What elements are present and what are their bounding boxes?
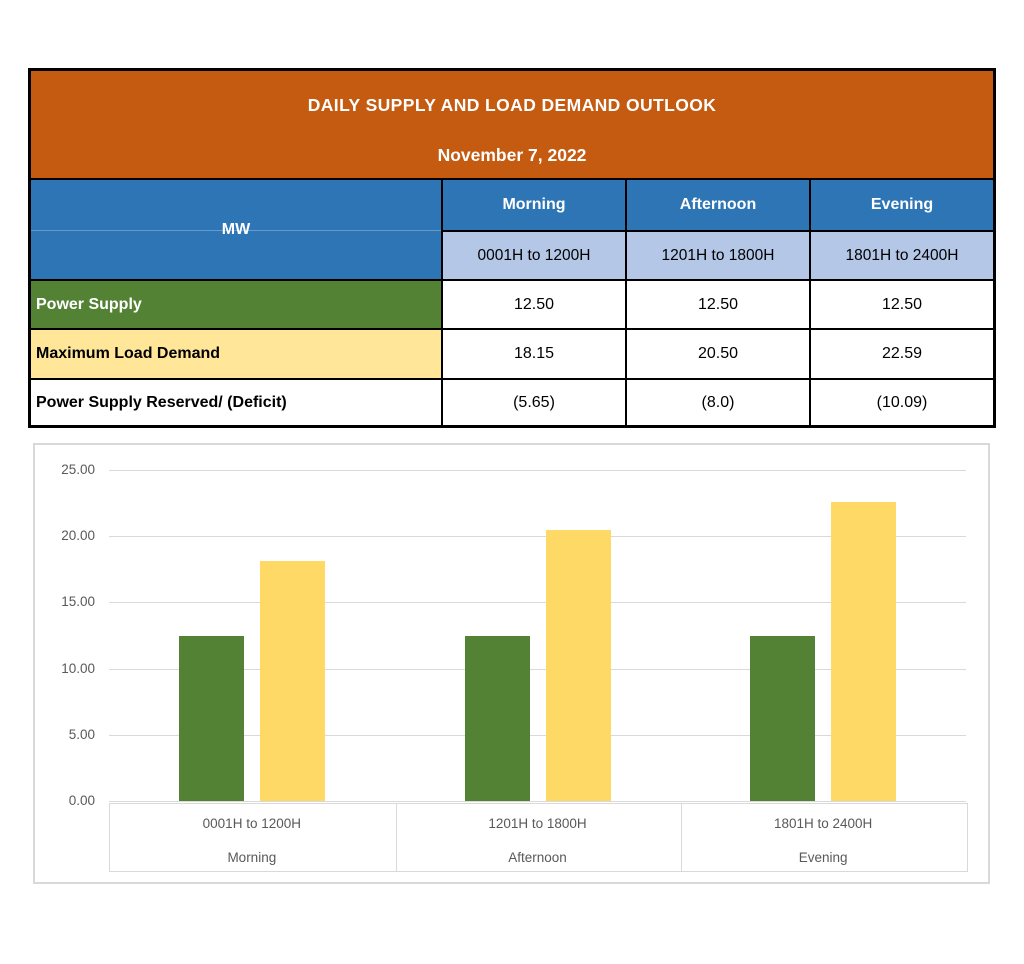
x-axis-label-box <box>109 803 968 872</box>
y-gridline <box>109 668 966 670</box>
value-cell-power-supply-afternoon: 12.50 <box>627 281 809 328</box>
y-tick-label: 5.00 <box>68 726 95 742</box>
x-category-period: Evening <box>798 850 848 865</box>
y-gridline <box>109 602 966 604</box>
row-label-power-supply: Power Supply <box>31 281 441 328</box>
bar-power-supply <box>750 635 816 801</box>
bar-power-supply <box>464 635 530 801</box>
table-header-block: DAILY SUPPLY AND LOAD DEMAND OUTLOOK Nov… <box>31 71 993 180</box>
y-tick-label: 15.00 <box>61 594 95 610</box>
y-gridline <box>109 536 966 538</box>
table-grid: MW Morning Afternoon Evening 0001H to 12… <box>31 180 993 425</box>
y-gridline <box>109 801 966 802</box>
column-subheader-evening-hours: 1801H to 2400H <box>811 232 993 279</box>
column-header-morning: Morning <box>443 180 625 230</box>
value-cell-power-supply-morning: 12.50 <box>443 281 625 328</box>
bar-maximum-load-demand <box>260 560 325 801</box>
x-category-period: Morning <box>227 850 277 865</box>
y-tick-label: 25.00 <box>61 462 95 477</box>
x-category-divider <box>681 804 683 871</box>
value-cell-reserve-evening: (10.09) <box>811 380 993 425</box>
y-tick-label: 10.00 <box>61 660 95 676</box>
bar-maximum-load-demand <box>831 501 897 801</box>
y-tick-label: 20.00 <box>61 528 95 544</box>
bar-maximum-load-demand <box>545 529 611 801</box>
column-header-afternoon: Afternoon <box>627 180 809 230</box>
x-category-hours: 1201H to 1800H <box>488 816 587 831</box>
supply-demand-table: DAILY SUPPLY AND LOAD DEMAND OUTLOOK Nov… <box>28 68 996 428</box>
y-gridline <box>109 734 966 736</box>
row-label-max-load-demand: Maximum Load Demand <box>31 330 441 378</box>
y-tick-label: 0.00 <box>68 793 95 808</box>
report-date: November 7, 2022 <box>437 145 587 165</box>
value-cell-max-load-morning: 18.15 <box>443 330 625 378</box>
value-cell-reserve-morning: (5.65) <box>443 380 625 425</box>
column-subheader-afternoon-hours: 1201H to 1800H <box>627 232 809 279</box>
unit-header-cell: MW <box>31 180 441 279</box>
value-cell-power-supply-evening: 12.50 <box>811 281 993 328</box>
column-subheader-morning-hours: 0001H to 1200H <box>443 232 625 279</box>
value-cell-max-load-evening: 22.59 <box>811 330 993 378</box>
report-title: DAILY SUPPLY AND LOAD DEMAND OUTLOOK <box>307 95 717 115</box>
bar-chart: 25.00 20.00 15.00 10.00 5.00 0.00 0001H to 120… <box>33 443 990 884</box>
column-header-evening: Evening <box>811 180 993 230</box>
x-category-hours: 1801H to 2400H <box>773 816 873 831</box>
value-cell-reserve-afternoon: (8.0) <box>627 380 809 425</box>
x-category-period: Afternoon <box>508 850 567 865</box>
bar-power-supply <box>179 635 244 801</box>
row-label-reserve-deficit: Power Supply Reserved/ (Deficit) <box>31 380 441 425</box>
x-category-divider <box>395 804 397 871</box>
value-cell-max-load-afternoon: 20.50 <box>627 330 809 378</box>
x-category-hours: 0001H to 1200H <box>202 816 301 831</box>
y-gridline <box>109 470 966 471</box>
